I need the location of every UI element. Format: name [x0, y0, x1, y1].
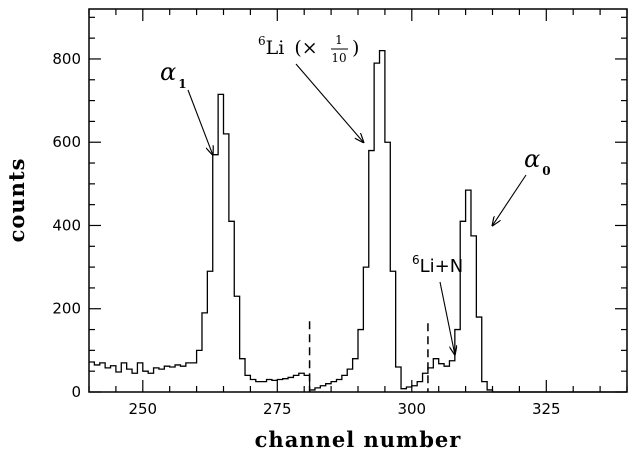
- annotation-li6-close: ): [352, 37, 359, 59]
- x-tick-label: 275: [263, 400, 292, 418]
- x-axis-ticks: 250 275 300 325: [88, 9, 628, 418]
- dashed-markers: [308, 321, 429, 392]
- annotation-li6-frac-num: 1: [335, 33, 343, 47]
- x-axis-title: channel number: [255, 427, 462, 452]
- y-tick-label: 0: [71, 383, 81, 401]
- annotation-arrow: [295, 63, 363, 142]
- annotation-li6-frac-den: 10: [331, 51, 346, 65]
- spectrum-step-line: [89, 49, 627, 393]
- x-tick-label: 300: [397, 400, 426, 418]
- x-tick-label: 250: [128, 400, 157, 418]
- annotation-li6-scaled: 6Li (×: [258, 34, 318, 59]
- annotation-arrow: [439, 281, 455, 355]
- annotation-arrow: [187, 89, 213, 155]
- annotation-li6n: 6Li+N: [412, 253, 463, 277]
- x-tick-label: 325: [532, 400, 561, 418]
- y-tick-label: 800: [52, 50, 81, 68]
- annotation-arrows: [187, 63, 527, 355]
- y-tick-label: 200: [52, 300, 81, 318]
- y-axis-title: counts: [4, 158, 29, 243]
- y-axis-ticks: 0 200 400 600 800: [52, 16, 627, 401]
- y-tick-label: 600: [52, 133, 81, 151]
- y-tick-label: 400: [52, 216, 81, 234]
- annotation-arrow: [493, 174, 527, 225]
